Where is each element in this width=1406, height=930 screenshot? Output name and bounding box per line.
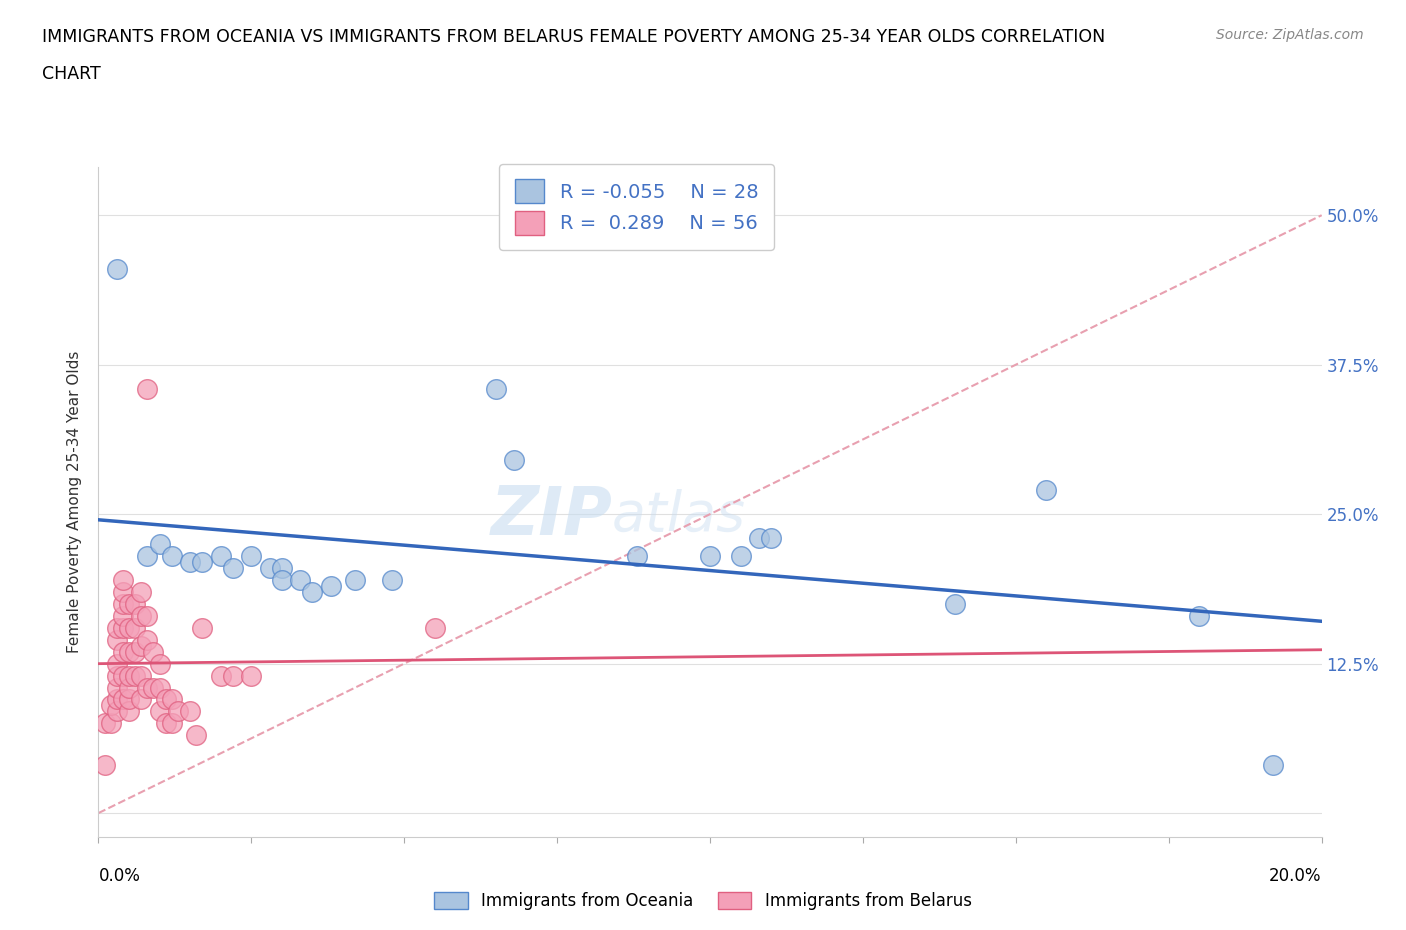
Point bbox=[191, 620, 214, 635]
Point bbox=[105, 261, 128, 276]
Point bbox=[209, 668, 232, 683]
Point bbox=[118, 668, 141, 683]
Point bbox=[149, 657, 172, 671]
Point bbox=[111, 573, 134, 588]
Point bbox=[270, 573, 292, 588]
Point bbox=[118, 692, 141, 707]
Point bbox=[259, 561, 281, 576]
Point bbox=[485, 381, 508, 396]
Point bbox=[105, 680, 128, 695]
Point bbox=[129, 608, 152, 623]
Point bbox=[124, 620, 146, 635]
Point bbox=[136, 381, 159, 396]
Point bbox=[290, 573, 312, 588]
Point bbox=[111, 596, 134, 611]
Point bbox=[730, 549, 752, 564]
Point bbox=[111, 620, 134, 635]
Point bbox=[111, 668, 134, 683]
Point bbox=[270, 561, 292, 576]
Point bbox=[381, 573, 404, 588]
Point bbox=[160, 716, 183, 731]
Point bbox=[118, 680, 141, 695]
Point bbox=[111, 692, 134, 707]
Point bbox=[111, 584, 134, 599]
Point bbox=[118, 644, 141, 659]
Point bbox=[423, 620, 446, 635]
Text: CHART: CHART bbox=[42, 65, 101, 83]
Point bbox=[136, 608, 159, 623]
Point bbox=[149, 537, 172, 551]
Point bbox=[503, 453, 526, 468]
Point bbox=[191, 554, 214, 569]
Point bbox=[759, 531, 782, 546]
Y-axis label: Female Poverty Among 25-34 Year Olds: Female Poverty Among 25-34 Year Olds bbox=[67, 351, 83, 654]
Point bbox=[149, 704, 172, 719]
Point bbox=[222, 561, 245, 576]
Point bbox=[160, 549, 183, 564]
Point bbox=[626, 549, 648, 564]
Point bbox=[167, 704, 190, 719]
Point bbox=[129, 668, 152, 683]
Point bbox=[93, 758, 115, 773]
Point bbox=[124, 596, 146, 611]
Point bbox=[118, 596, 141, 611]
Point bbox=[186, 728, 208, 743]
Point bbox=[136, 680, 159, 695]
Point bbox=[129, 584, 152, 599]
Point bbox=[179, 704, 201, 719]
Point bbox=[222, 668, 245, 683]
Point bbox=[105, 668, 128, 683]
Point bbox=[111, 608, 134, 623]
Point bbox=[100, 698, 122, 713]
Point bbox=[209, 549, 232, 564]
Text: Source: ZipAtlas.com: Source: ZipAtlas.com bbox=[1216, 28, 1364, 42]
Point bbox=[344, 573, 367, 588]
Point bbox=[129, 692, 152, 707]
Text: 0.0%: 0.0% bbox=[98, 867, 141, 884]
Point bbox=[105, 620, 128, 635]
Point bbox=[155, 692, 177, 707]
Point bbox=[118, 704, 141, 719]
Point bbox=[179, 554, 201, 569]
Point bbox=[105, 704, 128, 719]
Point bbox=[142, 644, 165, 659]
Point bbox=[1261, 758, 1284, 773]
Point bbox=[105, 692, 128, 707]
Point bbox=[105, 632, 128, 647]
Point bbox=[105, 657, 128, 671]
Point bbox=[111, 644, 134, 659]
Point bbox=[124, 644, 146, 659]
Point bbox=[129, 638, 152, 653]
Point bbox=[155, 716, 177, 731]
Legend: R = -0.055    N = 28, R =  0.289    N = 56: R = -0.055 N = 28, R = 0.289 N = 56 bbox=[499, 164, 773, 250]
Point bbox=[699, 549, 721, 564]
Point bbox=[160, 692, 183, 707]
Point bbox=[136, 632, 159, 647]
Point bbox=[93, 716, 115, 731]
Point bbox=[124, 668, 146, 683]
Point bbox=[240, 668, 263, 683]
Text: 20.0%: 20.0% bbox=[1270, 867, 1322, 884]
Point bbox=[240, 549, 263, 564]
Text: atlas: atlas bbox=[612, 489, 747, 542]
Point bbox=[1035, 483, 1057, 498]
Text: ZIP: ZIP bbox=[491, 483, 612, 549]
Point bbox=[748, 531, 770, 546]
Point bbox=[142, 680, 165, 695]
Legend: Immigrants from Oceania, Immigrants from Belarus: Immigrants from Oceania, Immigrants from… bbox=[427, 885, 979, 917]
Point bbox=[100, 716, 122, 731]
Point bbox=[136, 549, 159, 564]
Point bbox=[943, 596, 966, 611]
Point bbox=[319, 578, 342, 593]
Point bbox=[1188, 608, 1211, 623]
Point bbox=[149, 680, 172, 695]
Text: IMMIGRANTS FROM OCEANIA VS IMMIGRANTS FROM BELARUS FEMALE POVERTY AMONG 25-34 YE: IMMIGRANTS FROM OCEANIA VS IMMIGRANTS FR… bbox=[42, 28, 1105, 46]
Point bbox=[118, 620, 141, 635]
Point bbox=[301, 584, 323, 599]
